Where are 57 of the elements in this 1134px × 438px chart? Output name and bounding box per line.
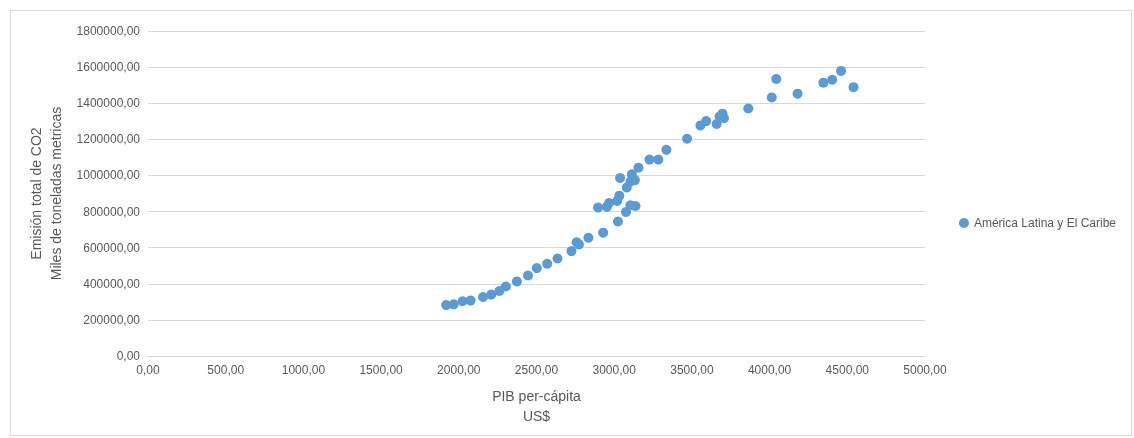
- point: [448, 299, 459, 310]
- point: [792, 88, 803, 99]
- y-tick-label: 1600000,00: [76, 60, 141, 75]
- y-tick-label: 400000,00: [83, 276, 141, 291]
- point: [583, 232, 594, 243]
- point: [633, 162, 644, 173]
- x-tick-label: 2000,00: [437, 363, 481, 377]
- y-tick-label: 1000000,00: [76, 168, 141, 183]
- point: [598, 227, 609, 238]
- x-axis-title: PIB per-cápita US$: [492, 388, 582, 424]
- point: [743, 103, 754, 114]
- x-tick-label: 1500,00: [359, 363, 404, 377]
- point: [531, 263, 542, 274]
- point: [818, 77, 829, 88]
- point: [701, 116, 712, 127]
- point: [542, 258, 553, 269]
- point: [644, 154, 655, 165]
- point: [566, 246, 577, 257]
- point: [511, 276, 522, 287]
- point: [494, 286, 505, 296]
- x-tick-label: 500,00: [207, 363, 245, 377]
- point: [621, 206, 632, 217]
- point: [653, 154, 664, 165]
- y-tick-label: 1400000,00: [76, 96, 141, 111]
- point: [522, 270, 533, 281]
- point: [766, 92, 777, 103]
- y-tick-label: 600000,00: [83, 240, 141, 255]
- point: [827, 74, 838, 85]
- y-tick-label: 0,00: [116, 349, 141, 363]
- x-tick-label: 2500,00: [514, 363, 559, 377]
- x-tick-label: 1000,00: [281, 363, 326, 377]
- x-tick-label: 5000,00: [903, 363, 948, 377]
- x-tick-label: 3000,00: [592, 363, 637, 377]
- legend-label: América Latina y El Caribe: [973, 216, 1117, 230]
- point: [682, 133, 693, 144]
- point: [500, 281, 511, 292]
- point: [614, 190, 625, 201]
- y-tick-label: 1800000,00: [76, 24, 141, 38]
- point: [661, 144, 672, 155]
- point: [836, 65, 847, 76]
- point: [486, 289, 497, 300]
- x-tick-label: 4500,00: [825, 363, 870, 377]
- x-tick-label: 4000,00: [747, 363, 792, 377]
- point: [552, 253, 563, 264]
- point: [465, 295, 476, 306]
- x-tick-label: 0,00: [136, 363, 160, 377]
- point: [612, 216, 623, 227]
- y-axis-title: Emisión total de CO2 Miles de toneladas metricas: [27, 106, 64, 281]
- y-tick-label: 800000,00: [83, 204, 141, 219]
- y-tick-label: 200000,00: [83, 312, 141, 327]
- x-tick-label: 3500,00: [670, 363, 714, 377]
- point: [771, 74, 782, 85]
- point: [848, 82, 859, 93]
- point: [593, 202, 604, 213]
- y-tick-label: 1200000,00: [76, 132, 141, 147]
- point: [615, 172, 626, 183]
- point: [478, 291, 489, 302]
